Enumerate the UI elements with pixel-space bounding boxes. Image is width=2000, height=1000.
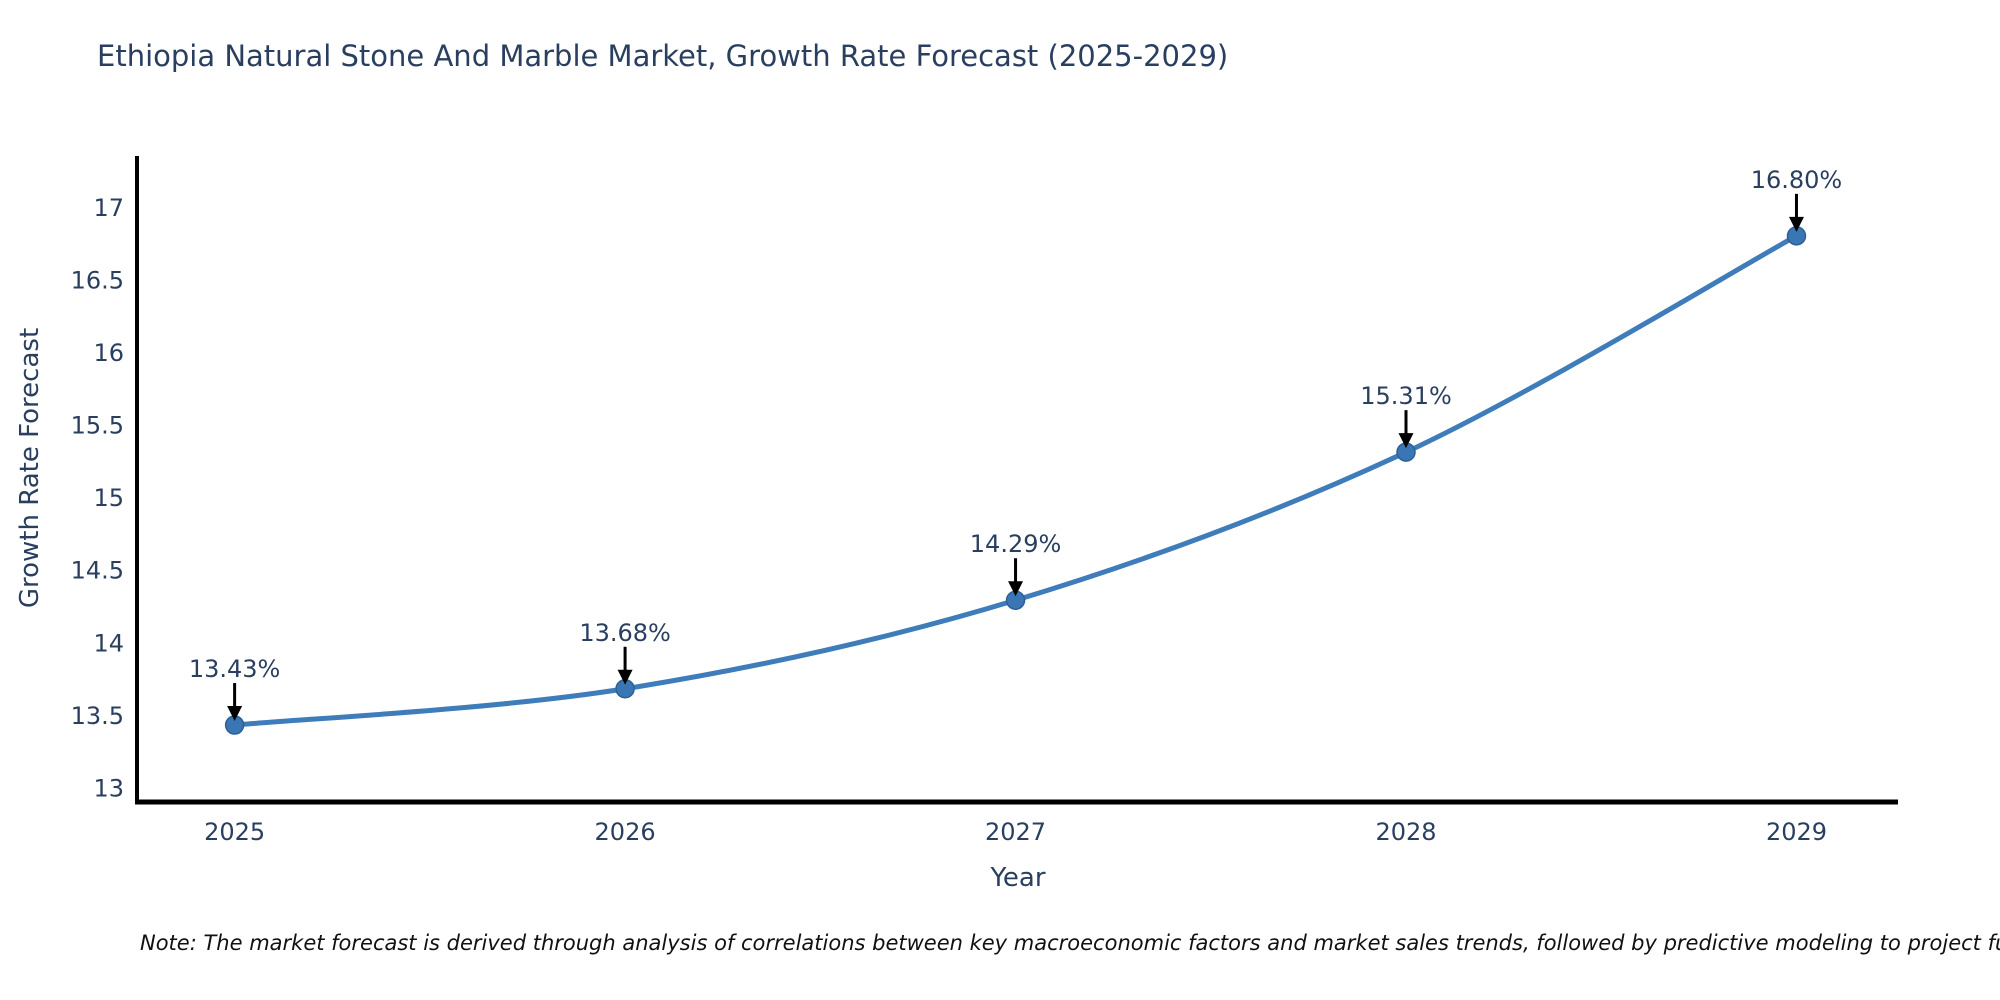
y-tick-label: 14.5 xyxy=(71,557,124,585)
point-annotations: 13.43% 13.68% 14.29% 15.31% 16.80% xyxy=(189,166,1843,722)
point-value-label: 13.68% xyxy=(579,619,671,647)
x-tick-label: 2029 xyxy=(1766,818,1827,846)
y-axis-title: Growth Rate Forecast xyxy=(15,328,45,608)
down-arrow-head-icon xyxy=(1398,433,1414,449)
x-tick-label: 2026 xyxy=(595,818,656,846)
y-tick-label: 16.5 xyxy=(71,266,124,294)
forecast-line xyxy=(232,233,1799,728)
x-axis-title: Year xyxy=(989,863,1045,893)
x-tick-label: 2028 xyxy=(1375,818,1436,846)
y-tick-labels: 13 13.5 14 14.5 15 15.5 16 16.5 17 xyxy=(71,194,124,803)
point-value-label: 14.29% xyxy=(970,530,1062,558)
down-arrow-head-icon xyxy=(1788,216,1804,232)
point-value-label: 13.43% xyxy=(189,655,281,683)
point-value-label: 16.80% xyxy=(1751,166,1843,194)
y-tick-label: 13.5 xyxy=(71,702,124,730)
y-tick-label: 16 xyxy=(93,339,124,367)
x-tick-label: 2025 xyxy=(204,818,265,846)
down-arrow-head-icon xyxy=(227,706,243,722)
y-tick-label: 15 xyxy=(93,484,124,512)
data-point-markers xyxy=(224,226,1807,735)
point-value-label: 15.31% xyxy=(1360,382,1452,410)
down-arrow-head-icon xyxy=(1008,581,1024,597)
down-arrow-head-icon xyxy=(617,669,633,685)
x-tick-label: 2027 xyxy=(985,818,1046,846)
y-tick-label: 13 xyxy=(93,774,124,802)
y-tick-label: 14 xyxy=(93,629,124,657)
footnote: Note: The market forecast is derived thr… xyxy=(140,931,2000,955)
y-tick-label: 15.5 xyxy=(71,412,124,440)
y-tick-label: 17 xyxy=(93,194,124,222)
x-tick-labels: 2025 2026 2027 2028 2029 xyxy=(204,818,1827,846)
chart-title: Ethiopia Natural Stone And Marble Market… xyxy=(97,39,1228,73)
